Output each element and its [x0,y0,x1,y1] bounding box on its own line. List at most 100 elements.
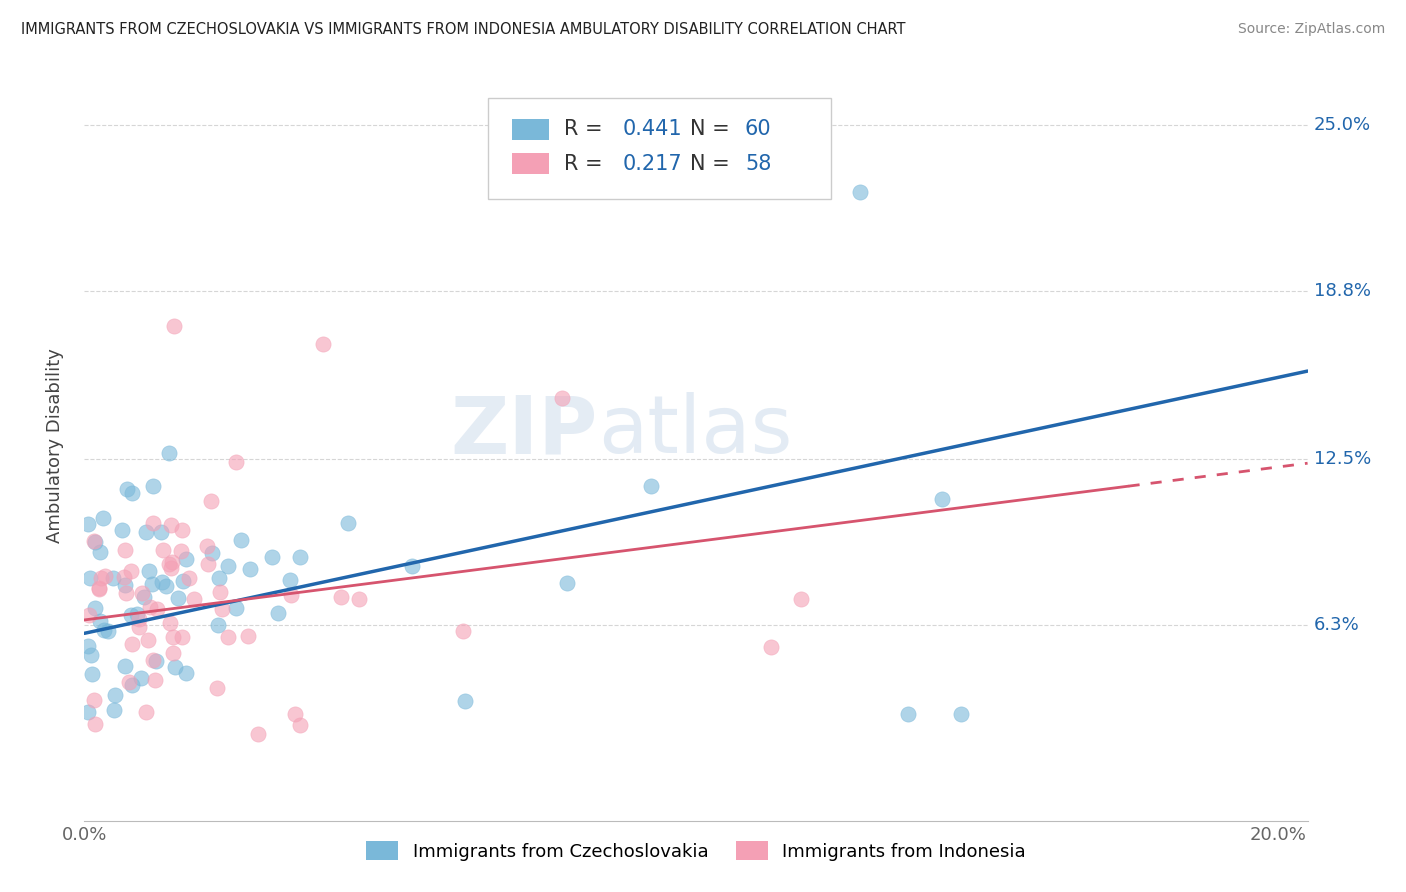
Point [128,612,150,626]
Point [229,533,252,548]
Text: Source: ZipAtlas.com: Source: ZipAtlas.com [1237,22,1385,37]
Point [174,665,197,680]
Text: 6.3%: 6.3% [1313,616,1360,634]
Point [790,591,813,606]
Point [97,624,120,639]
FancyBboxPatch shape [513,153,550,174]
Point [146,601,169,615]
Point [104,688,127,702]
Point [179,571,201,585]
Point [84,535,107,549]
Point [121,678,143,692]
Point [83,533,105,548]
Point [80,666,103,681]
Point [135,524,157,539]
Point [312,337,335,351]
Text: IMMIGRANTS FROM CZECHOSLOVAKIA VS IMMIGRANTS FROM INDONESIA AMBULATORY DISABILIT: IMMIGRANTS FROM CZECHOSLOVAKIA VS IMMIGR… [21,22,905,37]
Point [89,582,111,597]
Point [150,574,173,589]
Point [143,673,166,688]
Point [84,717,107,731]
Text: 12.5%: 12.5% [1313,450,1371,468]
Point [135,705,157,719]
Text: 60: 60 [745,119,772,139]
Legend: Immigrants from Czechoslovakia, Immigrants from Indonesia: Immigrants from Czechoslovakia, Immigran… [359,834,1033,868]
Point [208,571,231,585]
Point [111,523,134,537]
Point [77,639,100,653]
Point [167,591,190,605]
Point [267,606,290,620]
Point [83,693,105,707]
Point [162,646,184,660]
Point [209,585,232,599]
Point [159,615,181,630]
Point [290,718,312,732]
Point [132,590,155,604]
Text: 0.217: 0.217 [623,153,682,174]
Point [260,549,283,564]
Point [931,492,953,507]
Point [77,706,100,720]
Point [172,523,194,537]
Point [165,660,187,674]
Point [117,675,139,690]
Point [125,607,148,622]
Point [142,653,165,667]
Point [120,564,142,578]
Point [239,561,262,575]
Point [225,455,247,469]
Point [290,550,312,565]
Point [555,576,578,591]
Text: N =: N = [690,153,737,174]
Point [172,574,194,589]
Point [103,703,125,717]
Point [759,640,782,654]
Point [454,693,477,707]
Point [349,592,371,607]
Y-axis label: Ambulatory Disability: Ambulatory Disability [45,349,63,543]
Point [170,544,193,558]
Point [195,539,218,553]
Point [950,706,973,721]
Point [211,602,233,616]
Point [217,630,239,644]
Point [217,558,239,573]
Point [101,571,124,585]
Point [152,543,174,558]
Point [145,654,167,668]
Point [280,588,302,602]
Point [142,516,165,530]
Point [79,648,101,662]
Point [128,620,150,634]
Text: 58: 58 [745,153,772,174]
Point [114,659,136,673]
Text: R =: R = [564,153,609,174]
Point [162,630,184,644]
Point [121,637,143,651]
Point [197,557,219,571]
Point [138,600,160,615]
Point [77,608,100,623]
Point [129,671,152,685]
Point [159,561,181,575]
Point [138,564,160,578]
Point [141,576,163,591]
Point [174,551,197,566]
Point [205,681,228,695]
Point [155,579,177,593]
Point [225,601,247,615]
Point [114,543,136,558]
Text: 0.441: 0.441 [623,119,682,139]
Point [284,707,307,722]
Text: R =: R = [564,119,609,139]
Point [160,518,183,533]
FancyBboxPatch shape [513,119,550,139]
Point [150,524,173,539]
Point [112,570,135,584]
Point [114,578,136,592]
Point [131,586,153,600]
Point [183,591,205,606]
Point [640,479,662,493]
Point [84,601,107,615]
